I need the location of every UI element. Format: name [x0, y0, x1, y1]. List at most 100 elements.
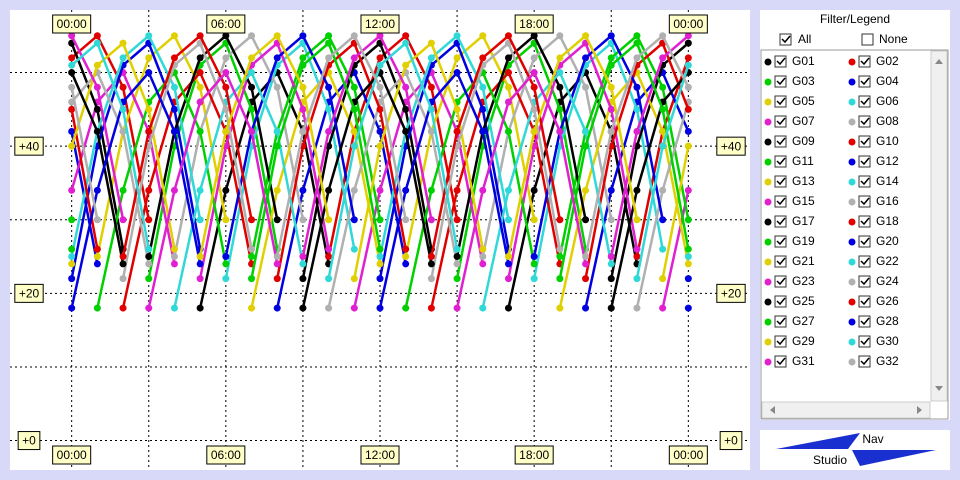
data-point — [248, 253, 256, 261]
legend-label[interactable]: G25 — [792, 294, 815, 308]
legend-checkbox[interactable] — [858, 95, 871, 108]
data-point — [556, 304, 564, 312]
legend-checkbox[interactable] — [858, 135, 871, 148]
x-tick-label: 00:00 — [57, 17, 87, 31]
data-point — [222, 32, 230, 40]
legend-label[interactable]: G14 — [876, 174, 899, 188]
data-point — [479, 105, 487, 113]
scroll-down[interactable] — [935, 386, 943, 391]
legend-label[interactable]: G06 — [876, 94, 899, 108]
data-point — [145, 304, 153, 312]
legend-checkbox[interactable] — [858, 155, 871, 168]
legend-checkbox[interactable] — [858, 275, 871, 288]
legend-checkbox[interactable] — [774, 195, 787, 208]
legend-checkbox[interactable] — [774, 115, 787, 128]
legend-label[interactable]: G09 — [792, 134, 815, 148]
legend-label[interactable]: G21 — [792, 254, 815, 268]
legend-checkbox[interactable] — [774, 255, 787, 268]
legend-checkbox[interactable] — [858, 315, 871, 328]
none-toggle[interactable]: None — [861, 32, 908, 46]
legend-checkbox[interactable] — [774, 95, 787, 108]
data-point — [376, 32, 384, 40]
data-point — [222, 275, 230, 283]
legend-label[interactable]: G31 — [792, 354, 815, 368]
data-point — [170, 32, 178, 40]
legend-label[interactable]: G01 — [792, 54, 815, 68]
data-point — [582, 186, 590, 194]
legend-label[interactable]: G17 — [792, 214, 815, 228]
legend-label[interactable]: G32 — [876, 354, 899, 368]
legend-label[interactable]: G27 — [792, 314, 815, 328]
legend-label[interactable]: G08 — [876, 114, 899, 128]
legend-swatch — [848, 158, 856, 166]
legend-label[interactable]: G19 — [792, 234, 815, 248]
legend-label[interactable]: G18 — [876, 214, 899, 228]
legend-checkbox[interactable] — [858, 115, 871, 128]
legend-label[interactable]: G04 — [876, 74, 899, 88]
legend-label[interactable]: G07 — [792, 114, 815, 128]
legend-label[interactable]: G10 — [876, 134, 899, 148]
data-point — [119, 54, 127, 62]
data-point — [299, 216, 307, 224]
data-point — [145, 245, 153, 253]
tick-box — [716, 283, 746, 303]
data-point — [273, 54, 281, 62]
legend-label[interactable]: G20 — [876, 234, 899, 248]
legend-checkbox[interactable] — [858, 215, 871, 228]
data-point — [582, 304, 590, 312]
legend-checkbox[interactable] — [774, 75, 787, 88]
h-scrollbar[interactable] — [761, 401, 931, 419]
legend-label[interactable]: G30 — [876, 334, 899, 348]
check-mark — [860, 237, 870, 246]
data-point — [248, 69, 256, 77]
legend-label[interactable]: G16 — [876, 194, 899, 208]
check-mark — [860, 157, 870, 166]
all-toggle[interactable]: All — [779, 32, 811, 46]
legend-label[interactable]: G05 — [792, 94, 815, 108]
legend-label[interactable]: G03 — [792, 74, 815, 88]
legend-checkbox[interactable] — [774, 315, 787, 328]
legend-checkbox[interactable] — [774, 135, 787, 148]
data-point — [633, 39, 641, 47]
legend-label[interactable]: G29 — [792, 334, 815, 348]
legend-checkbox[interactable] — [774, 155, 787, 168]
legend-label[interactable]: G02 — [876, 54, 899, 68]
legend-label[interactable]: G12 — [876, 154, 899, 168]
legend-label[interactable]: G23 — [792, 274, 815, 288]
data-point — [659, 105, 667, 113]
legend-label[interactable]: G11 — [792, 154, 814, 168]
legend-checkbox[interactable] — [858, 195, 871, 208]
check-mark — [860, 337, 870, 346]
legend-checkbox[interactable] — [858, 335, 871, 348]
legend-label[interactable]: G13 — [792, 174, 815, 188]
legend-checkbox[interactable] — [858, 295, 871, 308]
legend-label[interactable]: G22 — [876, 254, 899, 268]
data-point — [350, 83, 358, 91]
legend-checkbox[interactable] — [858, 55, 871, 68]
legend-checkbox[interactable] — [774, 235, 787, 248]
legend-checkbox[interactable] — [858, 75, 871, 88]
legend-label[interactable]: G24 — [876, 274, 899, 288]
legend-checkbox[interactable] — [774, 335, 787, 348]
legend-checkbox[interactable] — [774, 55, 787, 68]
checkbox[interactable] — [861, 33, 874, 46]
legend-checkbox[interactable] — [858, 175, 871, 188]
legend-checkbox[interactable] — [774, 295, 787, 308]
legend-checkbox[interactable] — [774, 215, 787, 228]
legend-label[interactable]: G28 — [876, 314, 899, 328]
legend-checkbox[interactable] — [858, 255, 871, 268]
legend-checkbox[interactable] — [774, 275, 787, 288]
legend-checkbox[interactable] — [774, 355, 787, 368]
none-label[interactable]: None — [879, 32, 908, 46]
scrollbar[interactable] — [930, 50, 948, 402]
all-label[interactable]: All — [798, 32, 811, 46]
scroll-up[interactable] — [935, 59, 943, 64]
legend-label[interactable]: G26 — [876, 294, 899, 308]
data-point — [402, 39, 410, 47]
legend-label[interactable]: G15 — [792, 194, 815, 208]
legend-checkbox[interactable] — [774, 175, 787, 188]
checkbox[interactable] — [779, 33, 792, 46]
legend-checkbox[interactable] — [858, 355, 871, 368]
data-point — [530, 54, 538, 62]
legend-checkbox[interactable] — [858, 235, 871, 248]
